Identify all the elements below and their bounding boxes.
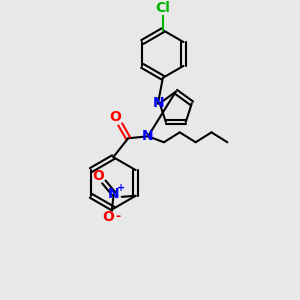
Text: +: + — [117, 183, 125, 193]
Text: N: N — [153, 96, 165, 110]
Text: O: O — [109, 110, 121, 124]
Text: Cl: Cl — [155, 1, 170, 15]
Text: -: - — [115, 210, 120, 223]
Text: N: N — [142, 129, 154, 143]
Text: O: O — [102, 210, 114, 224]
Text: N: N — [108, 187, 120, 201]
Text: O: O — [92, 169, 104, 183]
